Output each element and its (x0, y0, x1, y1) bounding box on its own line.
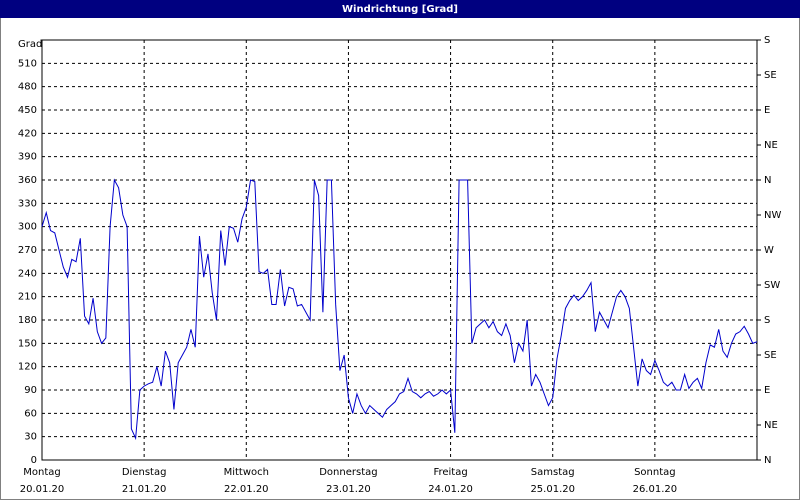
y-tick-label: 90 (24, 385, 37, 396)
y-tick-label: 390 (18, 152, 37, 163)
y-tick-label: 510 (18, 58, 37, 69)
x-tick-label: Samstag (531, 467, 575, 478)
x-tick-label: Montag (23, 467, 60, 478)
y2-tick-label: SE (764, 70, 777, 81)
y-tick-label: 450 (18, 105, 37, 116)
y2-tick-label: N (764, 455, 771, 466)
y2-tick-label: S (764, 35, 770, 46)
x-tick-date: 21.01.20 (122, 484, 167, 495)
y2-tick-label: N (764, 175, 771, 186)
y2-tick-label: S (764, 315, 770, 326)
y-tick-label: 0 (31, 455, 37, 466)
x-tick-date: 26.01.20 (633, 484, 678, 495)
y-tick-label: 60 (24, 408, 37, 419)
y-tick-label: 180 (18, 315, 37, 326)
y-tick-label: 150 (18, 338, 37, 349)
y-tick-label: 420 (18, 128, 37, 139)
x-tick-date: 24.01.20 (428, 484, 473, 495)
y2-tick-label: E (764, 385, 770, 396)
x-tick-label: Dienstag (122, 467, 167, 478)
x-tick-date: 25.01.20 (530, 484, 575, 495)
y2-tick-label: NE (764, 420, 778, 431)
y-tick-label: 120 (18, 362, 37, 373)
y-tick-label: 300 (18, 222, 37, 233)
y-tick-label: 210 (18, 292, 37, 303)
y-tick-label: 270 (18, 245, 37, 256)
y-tick-label: 240 (18, 268, 37, 279)
y2-tick-label: W (764, 245, 774, 256)
y-axis-label: Grad (18, 39, 42, 50)
y-tick-label: 360 (18, 175, 37, 186)
x-tick-label: Donnerstag (319, 467, 377, 478)
y-tick-label: 30 (24, 432, 37, 443)
x-tick-label: Freitag (433, 467, 467, 478)
x-tick-date: 22.01.20 (224, 484, 269, 495)
y2-tick-label: NE (764, 140, 778, 151)
x-tick-label: Sonntag (634, 467, 676, 478)
y2-tick-label: SW (764, 280, 780, 291)
title-bar (0, 0, 800, 18)
plot-frame (41, 39, 758, 461)
y-tick-label: 480 (18, 82, 37, 93)
x-tick-date: 23.01.20 (326, 484, 371, 495)
y2-tick-label: SE (764, 350, 777, 361)
chart-title: Windrichtung [Grad] (342, 4, 458, 15)
data-line (41, 178, 758, 441)
x-tick-date: 20.01.20 (20, 484, 65, 495)
x-tick-label: Mittwoch (224, 467, 269, 478)
y2-tick-label: NW (764, 210, 781, 221)
y-tick-label: 330 (18, 198, 37, 209)
y2-tick-label: E (764, 105, 770, 116)
